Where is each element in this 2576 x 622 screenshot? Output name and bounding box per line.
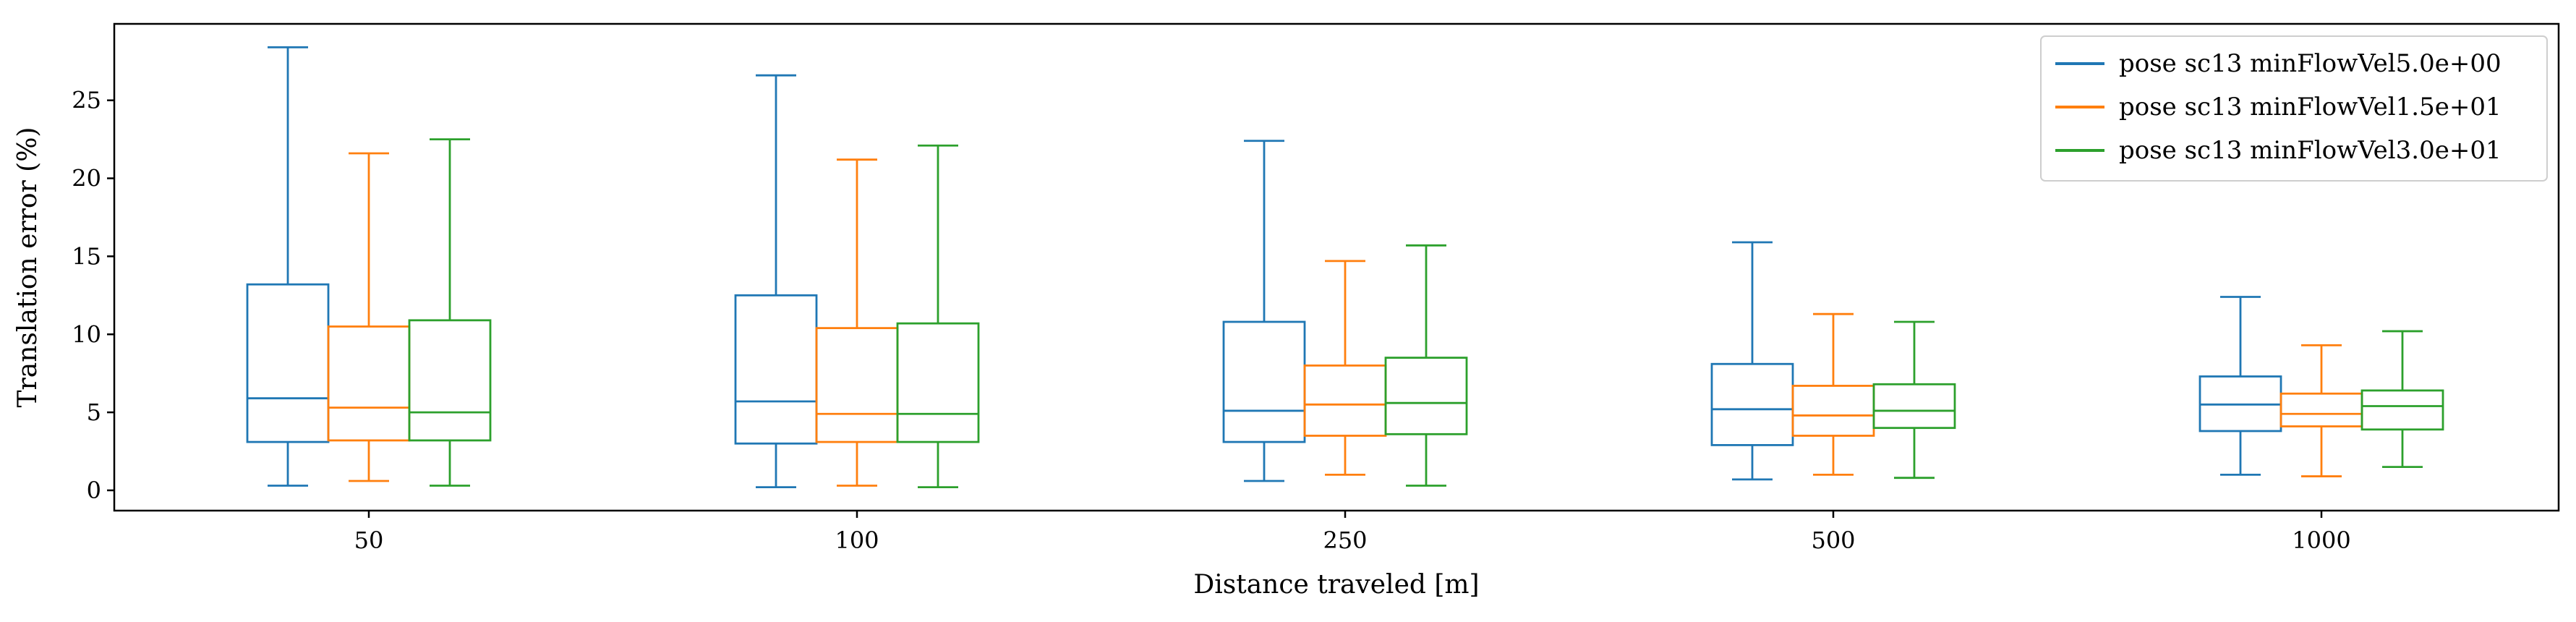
legend-item: pose sc13 minFlowVel5.0e+00 bbox=[2055, 49, 2502, 78]
box-250-series-1 bbox=[1222, 140, 1306, 482]
x-tick-label: 100 bbox=[835, 527, 879, 554]
box-iqr bbox=[1710, 362, 1794, 446]
box-iqr bbox=[1872, 383, 1956, 430]
box-iqr bbox=[2360, 389, 2444, 431]
legend-label: pose sc13 minFlowVel5.0e+00 bbox=[2119, 49, 2502, 78]
y-tick-label: 10 bbox=[72, 320, 101, 348]
box-iqr bbox=[734, 294, 818, 445]
box-iqr bbox=[815, 327, 899, 443]
box-1000-series-1 bbox=[2198, 296, 2282, 476]
y-axis-label: Translation error (%) bbox=[13, 127, 43, 408]
box-100-series-2 bbox=[815, 158, 899, 487]
box-iqr bbox=[1384, 357, 1468, 435]
x-tick-label: 250 bbox=[1323, 527, 1367, 554]
y-tick-label: 0 bbox=[87, 477, 101, 504]
y-tick-label: 20 bbox=[72, 165, 101, 192]
box-100-series-3 bbox=[896, 144, 980, 489]
x-tick-label: 1000 bbox=[2292, 527, 2350, 554]
box-500-series-3 bbox=[1872, 320, 1956, 480]
legend-item: pose sc13 minFlowVel3.0e+01 bbox=[2055, 136, 2502, 165]
box-500-series-1 bbox=[1710, 241, 1794, 481]
box-1000-series-3 bbox=[2360, 330, 2444, 469]
box-iqr bbox=[2279, 392, 2363, 427]
legend-label: pose sc13 minFlowVel3.0e+01 bbox=[2119, 136, 2502, 165]
legend: pose sc13 minFlowVel5.0e+00 pose sc13 min… bbox=[2040, 35, 2548, 182]
y-tick-label: 25 bbox=[72, 87, 101, 114]
x-tick-label: 500 bbox=[1811, 527, 1855, 554]
box-iqr bbox=[1791, 385, 1875, 437]
plot-frame bbox=[113, 22, 2560, 512]
y-tick-label: 5 bbox=[87, 399, 101, 426]
box-iqr bbox=[327, 325, 411, 442]
box-iqr bbox=[408, 319, 492, 442]
plot-marks bbox=[246, 46, 2444, 489]
box-100-series-1 bbox=[734, 74, 818, 489]
legend-label: pose sc13 minFlowVel1.5e+01 bbox=[2119, 93, 2502, 122]
box-iqr bbox=[896, 322, 980, 443]
box-250-series-3 bbox=[1384, 244, 1468, 487]
x-axis: 50 100 250 500 1000 bbox=[354, 511, 2351, 554]
x-axis-label: Distance traveled [m] bbox=[1193, 570, 1479, 600]
box-250-series-2 bbox=[1303, 260, 1387, 476]
box-50-series-1 bbox=[246, 46, 330, 487]
legend-frame bbox=[2040, 35, 2548, 182]
legend-item: pose sc13 minFlowVel1.5e+01 bbox=[2055, 93, 2502, 122]
box-500-series-2 bbox=[1791, 312, 1875, 476]
y-axis: 0 5 10 15 20 25 bbox=[72, 87, 114, 504]
x-tick-label: 50 bbox=[354, 527, 384, 554]
box-iqr bbox=[246, 283, 330, 443]
box-50-series-3 bbox=[408, 138, 492, 487]
box-iqr bbox=[1222, 320, 1306, 443]
box-iqr bbox=[1303, 364, 1387, 437]
y-tick-label: 15 bbox=[72, 242, 101, 270]
box-1000-series-2 bbox=[2279, 344, 2363, 477]
box-50-series-2 bbox=[327, 152, 411, 482]
